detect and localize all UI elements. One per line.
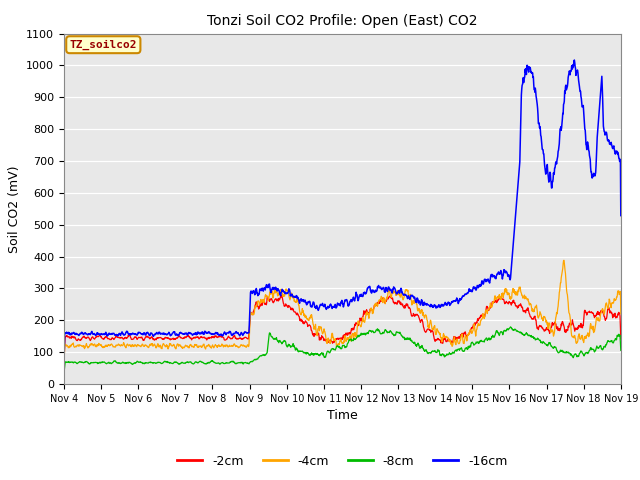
Legend: -2cm, -4cm, -8cm, -16cm: -2cm, -4cm, -8cm, -16cm [172, 450, 513, 473]
X-axis label: Time: Time [327, 409, 358, 422]
Y-axis label: Soil CO2 (mV): Soil CO2 (mV) [8, 165, 20, 252]
Text: TZ_soilco2: TZ_soilco2 [70, 39, 137, 50]
Title: Tonzi Soil CO2 Profile: Open (East) CO2: Tonzi Soil CO2 Profile: Open (East) CO2 [207, 14, 477, 28]
